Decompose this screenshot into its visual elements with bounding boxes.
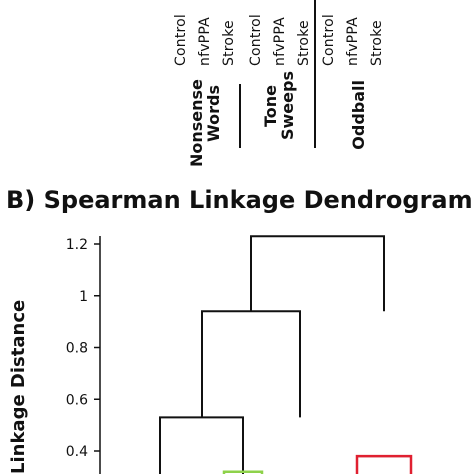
- y-tick-label: 1.2: [66, 237, 88, 253]
- section-title: B) Spearman Linkage Dendrogram: [6, 186, 473, 214]
- dendrogram-colored-link: [355, 454, 413, 474]
- dendrogram-link: [356, 455, 412, 474]
- y-tick-label: 1: [79, 289, 88, 305]
- dendrogram-colored-link: [222, 470, 264, 474]
- y-tick-label: 0.6: [66, 392, 88, 408]
- dendrogram-link: [201, 310, 301, 418]
- group-separator: [239, 84, 241, 148]
- y-tick-label: 0.8: [66, 341, 88, 357]
- group-separator: [314, 0, 316, 148]
- y-tick-label: 0.4: [66, 444, 88, 460]
- y-axis-label: Linkage Distance: [8, 299, 29, 474]
- dendrogram-link: [159, 416, 244, 474]
- dendrogram-link: [250, 235, 385, 312]
